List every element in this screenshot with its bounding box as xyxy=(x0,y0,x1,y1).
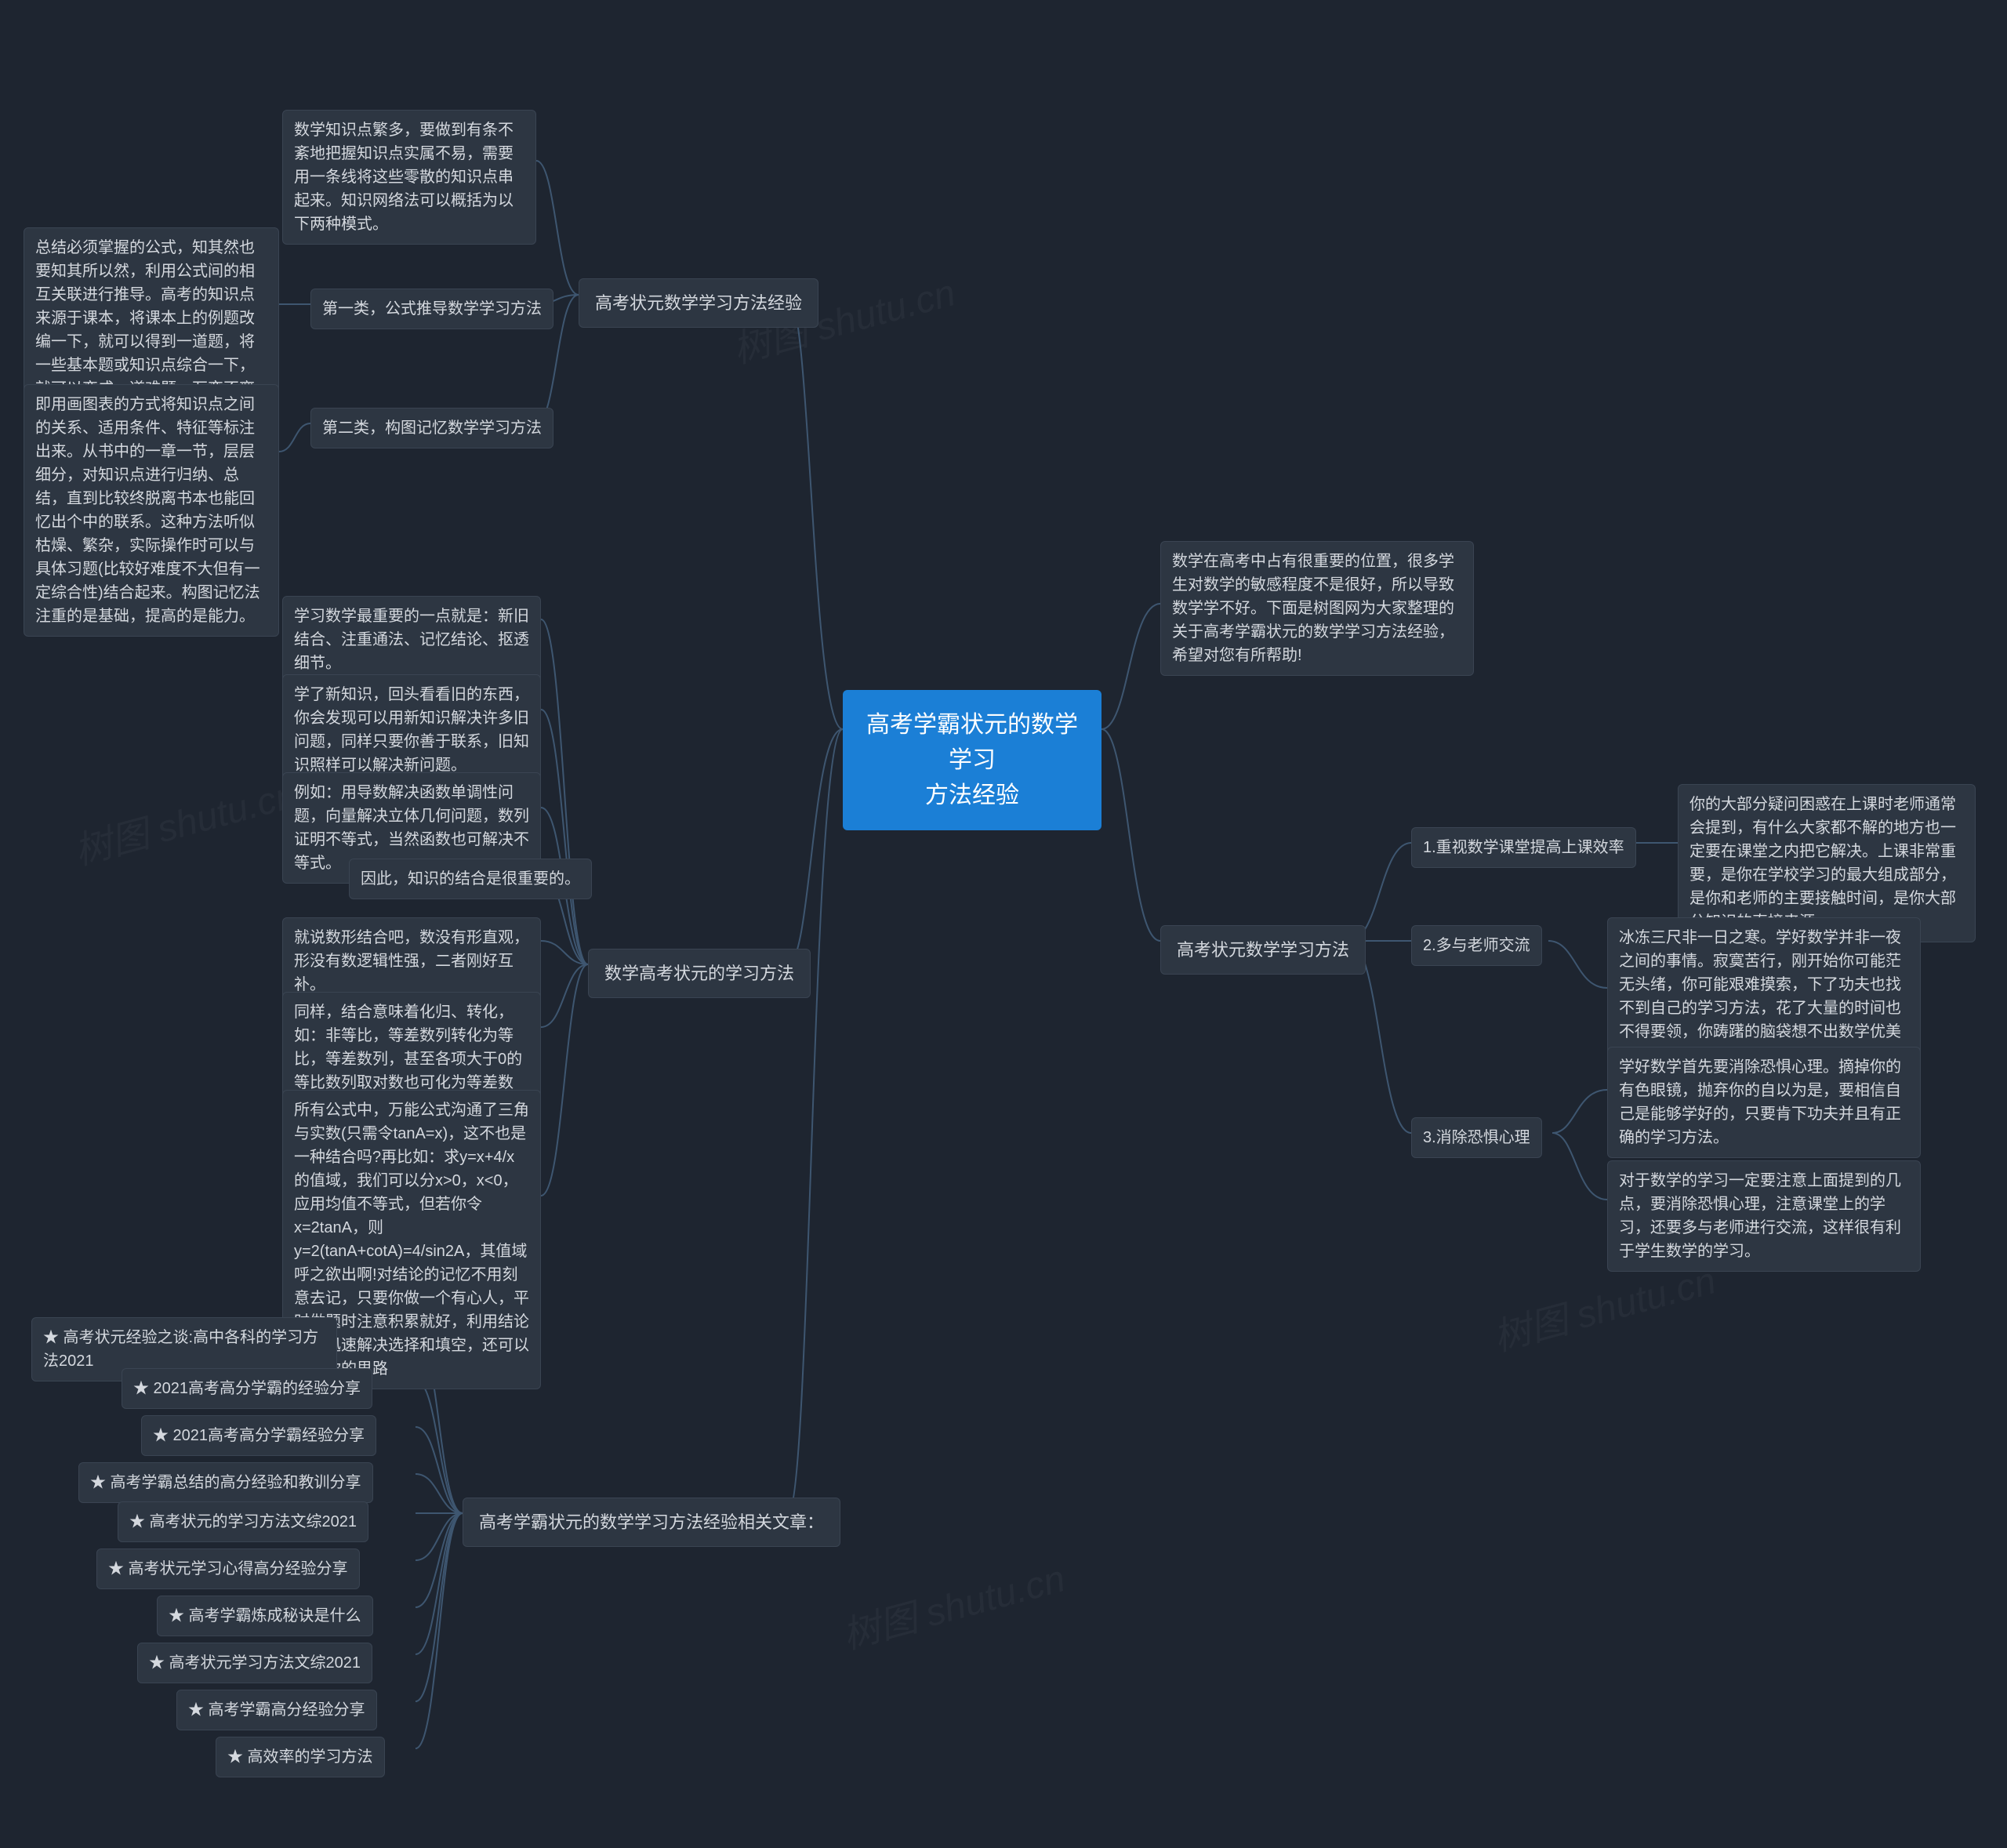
node-l3-9[interactable]: ★ 高效率的学习方法 xyxy=(216,1737,385,1777)
node-l3-5[interactable]: ★ 高考状元学习心得高分经验分享 xyxy=(96,1548,360,1589)
node-r1-2[interactable]: 2.多与老师交流 xyxy=(1411,925,1542,966)
watermark: 树图 shutu.cn xyxy=(67,764,302,876)
node-l1-cat1[interactable]: 第一类，公式推导数学学习方法 xyxy=(310,289,553,329)
root-title-line2: 方法经验 xyxy=(866,778,1078,813)
root-title-line1: 高考学霸状元的数学学习 xyxy=(866,707,1078,778)
node-l3-1[interactable]: ★ 2021高考高分学霸的经验分享 xyxy=(122,1368,372,1409)
node-l3-4[interactable]: ★ 高考状元的学习方法文综2021 xyxy=(118,1501,368,1542)
node-l1-cat2-detail[interactable]: 即用画图表的方式将知识点之间的关系、适用条件、特征等标注出来。从书中的一章一节，… xyxy=(24,384,279,637)
node-l3-2[interactable]: ★ 2021高考高分学霸经验分享 xyxy=(141,1415,376,1456)
node-l3-7[interactable]: ★ 高考状元学习方法文综2021 xyxy=(137,1643,372,1683)
node-l3-3[interactable]: ★ 高考学霸总结的高分经验和教训分享 xyxy=(78,1462,373,1503)
node-l2-b[interactable]: 学了新知识，回头看看旧的东西，你会发现可以用新知识解决许多旧问题，同样只要你善于… xyxy=(282,674,541,786)
node-r1-3[interactable]: 3.消除恐惧心理 xyxy=(1411,1117,1542,1158)
branch-l2[interactable]: 数学高考状元的学习方法 xyxy=(588,949,811,998)
node-l3-6[interactable]: ★ 高考学霸炼成秘诀是什么 xyxy=(157,1596,373,1636)
node-r1-3-detail-a[interactable]: 学好数学首先要消除恐惧心理。摘掉你的有色眼镜，抛弃你的自以为是，要相信自己是能够… xyxy=(1607,1047,1921,1158)
node-l2-d[interactable]: 因此，知识的结合是很重要的。 xyxy=(349,859,592,899)
branch-r1[interactable]: 高考状元数学学习方法 xyxy=(1160,925,1366,975)
node-l3-8[interactable]: ★ 高考学霸高分经验分享 xyxy=(176,1690,377,1730)
root-node[interactable]: 高考学霸状元的数学学习 方法经验 xyxy=(843,690,1101,830)
node-l2-a[interactable]: 学习数学最重要的一点就是：新旧结合、注重通法、记忆结论、抠透细节。 xyxy=(282,596,541,684)
node-l1-intro[interactable]: 数学知识点繁多，要做到有条不紊地把握知识点实属不易，需要用一条线将这些零散的知识… xyxy=(282,110,536,245)
branch-l3[interactable]: 高考学霸状元的数学学习方法经验相关文章： xyxy=(463,1498,840,1547)
node-l1-cat2[interactable]: 第二类，构图记忆数学学习方法 xyxy=(310,408,553,448)
node-r1-1[interactable]: 1.重视数学课堂提高上课效率 xyxy=(1411,827,1636,868)
node-r1-3-detail-b[interactable]: 对于数学的学习一定要注意上面提到的几点，要消除恐惧心理，注意课堂上的学习，还要多… xyxy=(1607,1160,1921,1272)
branch-l1[interactable]: 高考状元数学学习方法经验 xyxy=(579,278,818,328)
intro-node[interactable]: 数学在高考中占有很重要的位置，很多学生对数学的敏感程度不是很好，所以导致数学学不… xyxy=(1160,541,1474,676)
watermark: 树图 shutu.cn xyxy=(836,1548,1070,1660)
